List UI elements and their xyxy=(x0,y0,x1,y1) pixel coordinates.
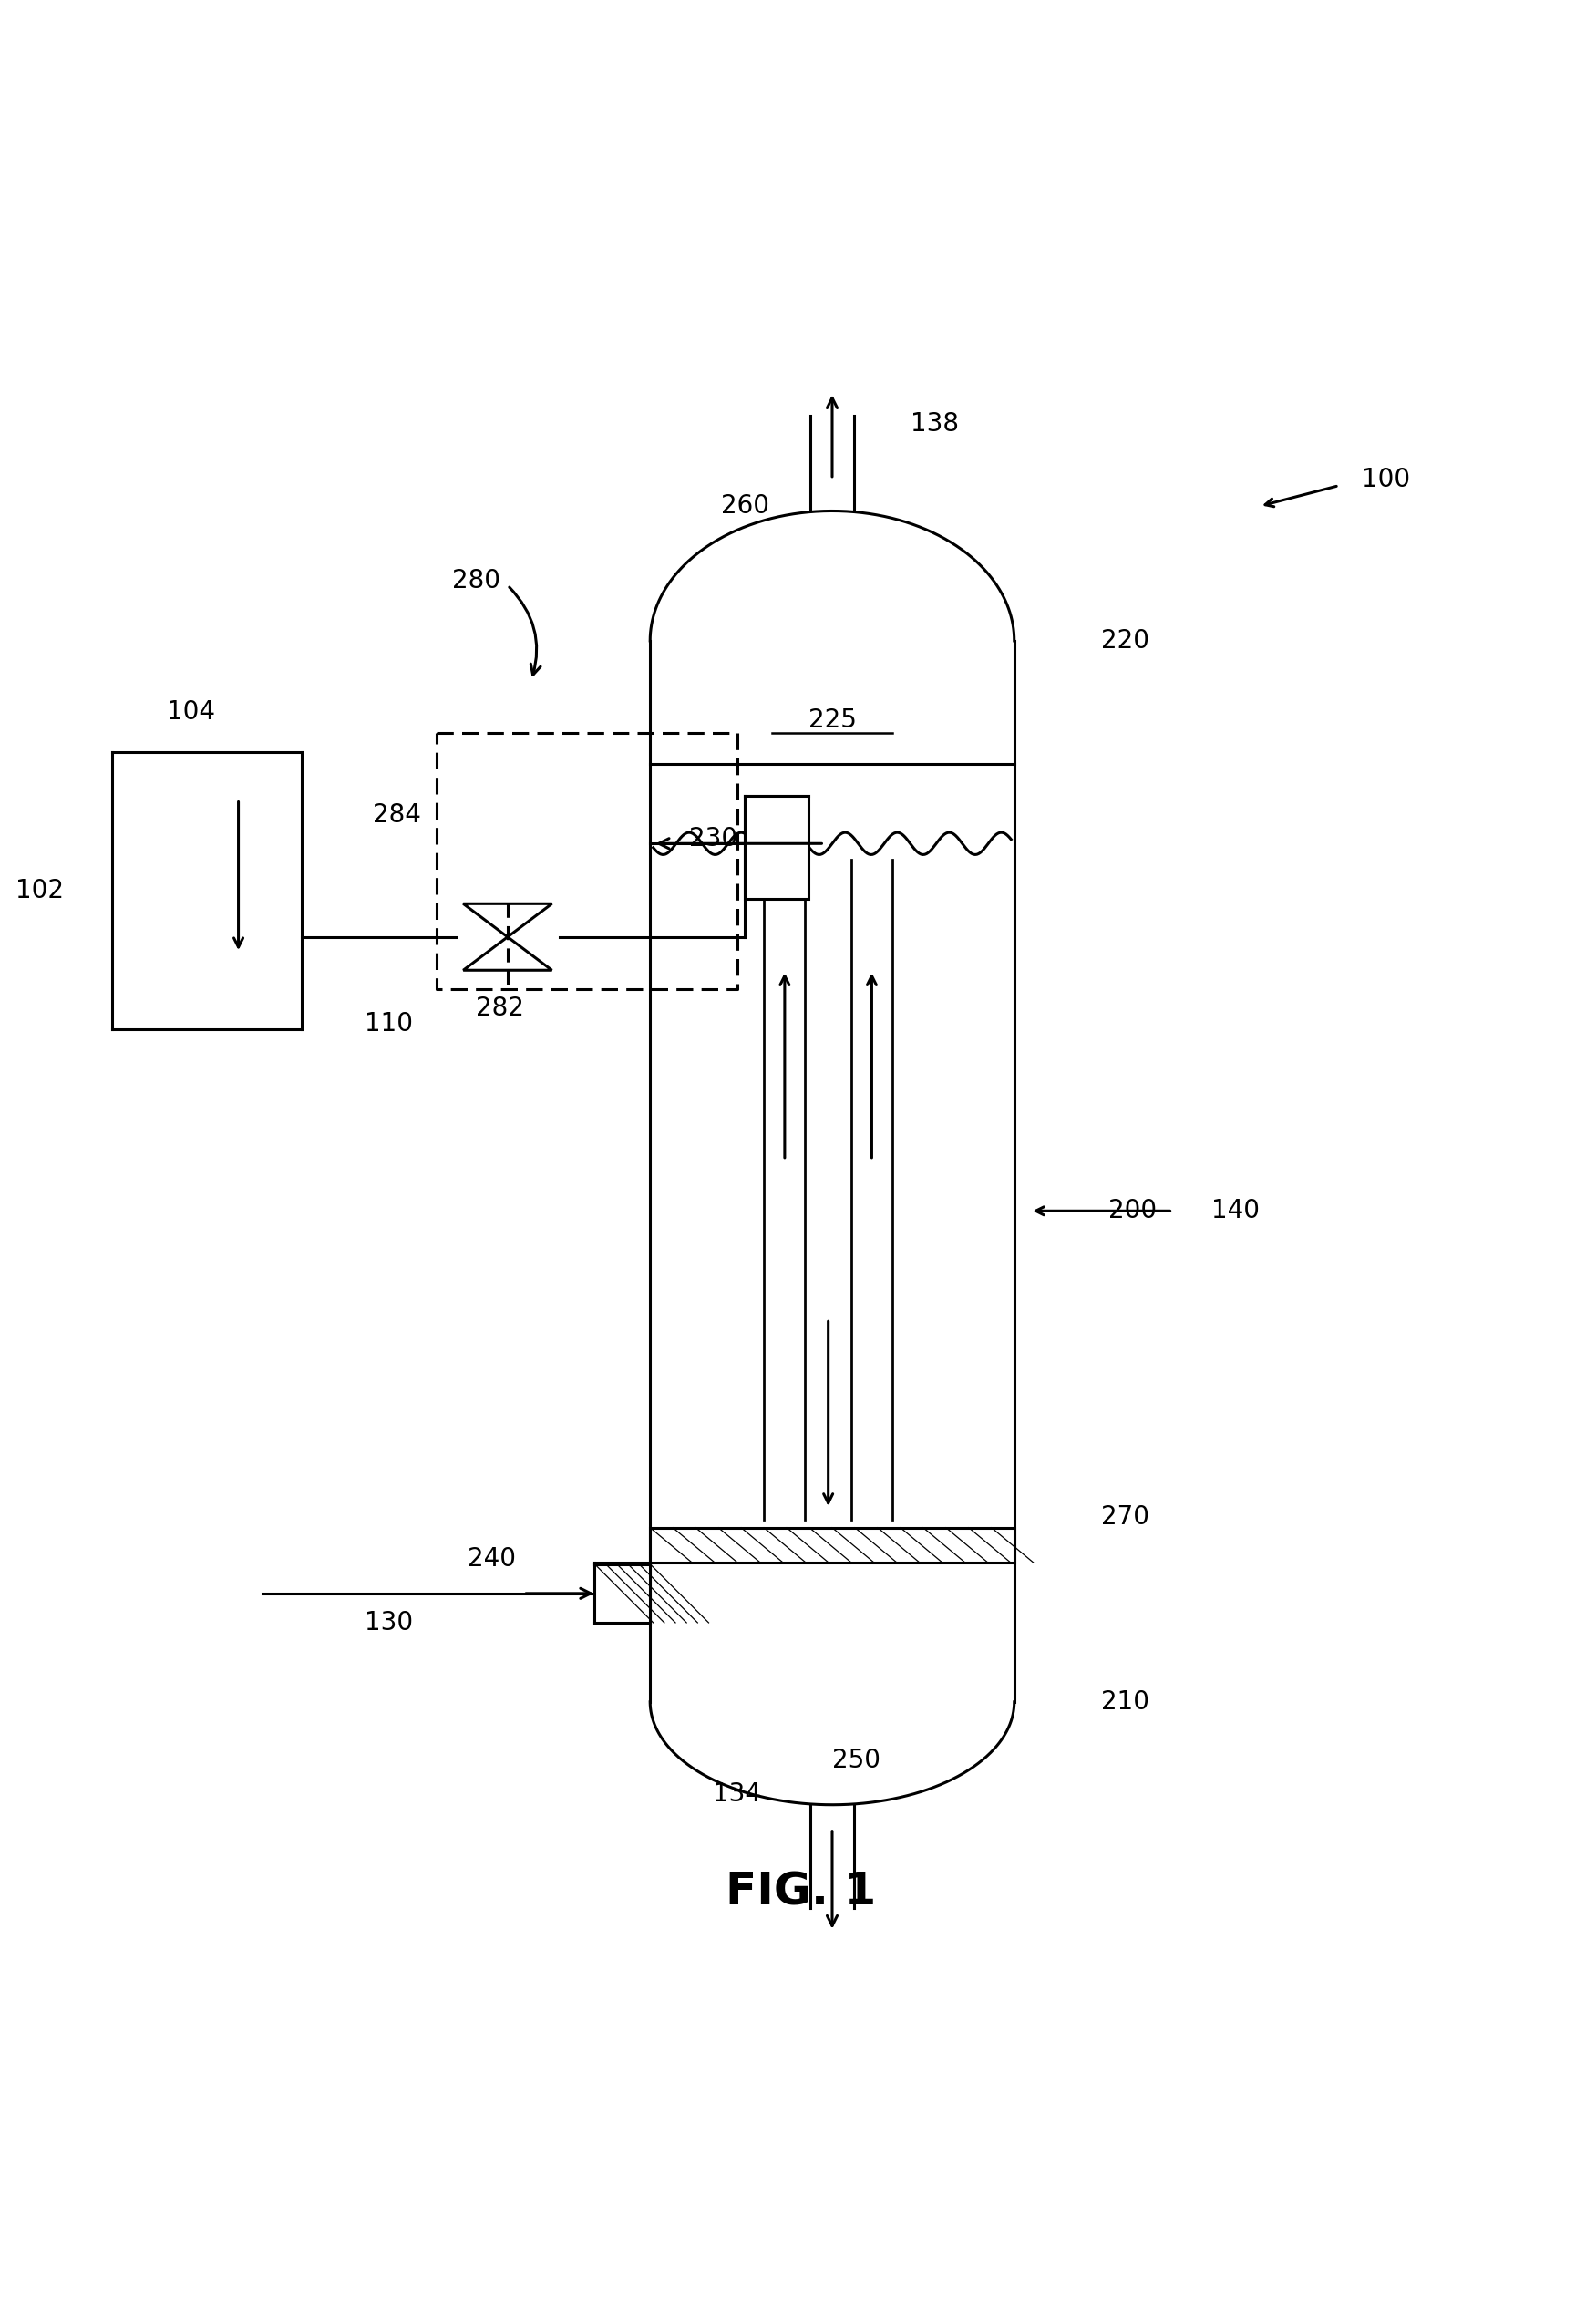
Text: 230: 230 xyxy=(689,825,737,850)
Text: 260: 260 xyxy=(721,495,769,520)
Text: 280: 280 xyxy=(452,569,500,594)
Text: 284: 284 xyxy=(372,802,421,827)
Text: 130: 130 xyxy=(364,1611,413,1636)
Bar xyxy=(745,795,809,899)
Text: 138: 138 xyxy=(911,411,959,437)
Text: 250: 250 xyxy=(832,1747,879,1773)
Text: 104: 104 xyxy=(166,700,215,726)
Text: 240: 240 xyxy=(468,1546,516,1571)
Text: FIG. 1: FIG. 1 xyxy=(725,1870,876,1914)
Text: 102: 102 xyxy=(16,878,64,904)
Text: 210: 210 xyxy=(1101,1689,1149,1715)
Text: 134: 134 xyxy=(713,1782,761,1807)
Text: 220: 220 xyxy=(1101,629,1149,654)
Text: 200: 200 xyxy=(1109,1197,1157,1225)
Text: 225: 225 xyxy=(808,707,857,733)
Text: 110: 110 xyxy=(364,1012,413,1038)
Text: 282: 282 xyxy=(476,996,523,1021)
Bar xyxy=(595,1565,650,1622)
Bar xyxy=(650,1528,1015,1562)
Text: 270: 270 xyxy=(1101,1504,1149,1530)
Text: 100: 100 xyxy=(1361,467,1411,492)
Text: 140: 140 xyxy=(1211,1197,1261,1225)
